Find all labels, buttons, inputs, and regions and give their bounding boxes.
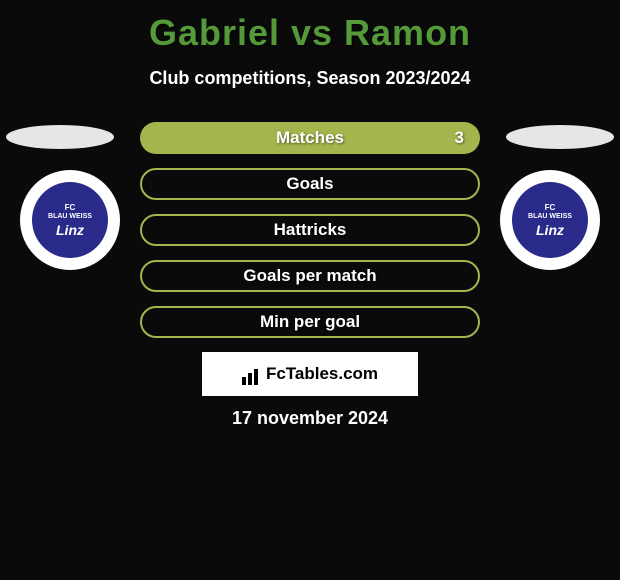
stat-label: Goals [286,174,333,194]
chart-icon [242,363,264,385]
stat-value-right: 3 [455,128,464,148]
club-badge-inner-left: FC BLAU WEISS Linz [32,182,108,258]
stat-row-matches: Matches 3 [140,122,480,154]
badge-line2: BLAU WEISS [528,213,572,220]
stat-label: Matches [276,128,344,148]
badge-line3: Linz [56,223,84,237]
stat-row-goals: Goals [140,168,480,200]
badge-line3: Linz [536,223,564,237]
watermark-text: FcTables.com [266,364,378,384]
player-photo-right [506,125,614,149]
comparison-title: Gabriel vs Ramon [0,0,620,54]
comparison-subtitle: Club competitions, Season 2023/2024 [0,68,620,89]
stat-row-hattricks: Hattricks [140,214,480,246]
club-badge-left: FC BLAU WEISS Linz [20,170,120,270]
badge-line2: BLAU WEISS [48,213,92,220]
watermark: FcTables.com [202,352,418,396]
stat-label: Min per goal [260,312,360,332]
stat-row-goals-per-match: Goals per match [140,260,480,292]
stat-label: Goals per match [243,266,376,286]
stats-container: Matches 3 Goals Hattricks Goals per matc… [140,122,480,352]
club-badge-inner-right: FC BLAU WEISS Linz [512,182,588,258]
badge-line1: FC [65,204,76,212]
badge-line1: FC [545,204,556,212]
stat-row-min-per-goal: Min per goal [140,306,480,338]
stat-label: Hattricks [274,220,347,240]
date-label: 17 november 2024 [0,408,620,429]
club-badge-right: FC BLAU WEISS Linz [500,170,600,270]
player-photo-left [6,125,114,149]
